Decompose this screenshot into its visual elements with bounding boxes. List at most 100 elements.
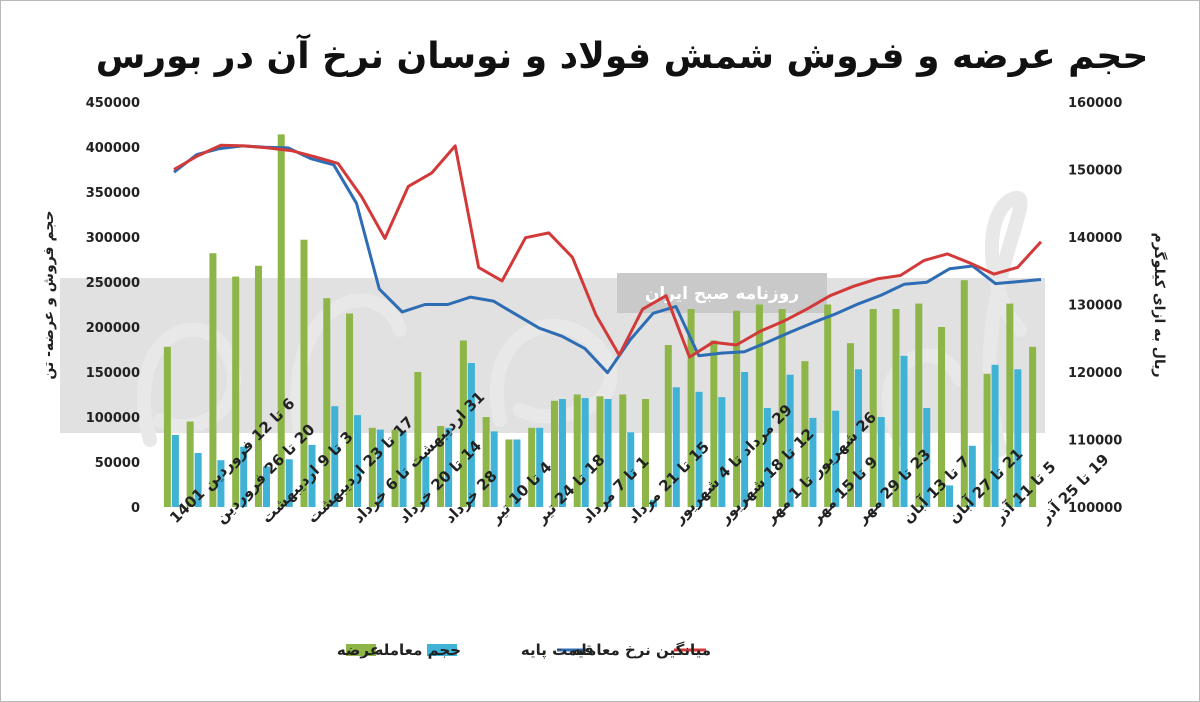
volume-bar — [445, 427, 453, 507]
supply-bar — [459, 340, 467, 507]
supply-bar — [892, 309, 900, 507]
volume-bar — [1014, 369, 1022, 507]
supply-bar — [619, 394, 627, 507]
supply-bar — [550, 400, 558, 507]
supply-bar — [209, 253, 217, 507]
volume-bar — [763, 408, 771, 507]
supply-bar — [801, 361, 809, 507]
right-tick-label: 150000 — [1068, 164, 1122, 179]
right-tick-label: 130000 — [1068, 299, 1122, 314]
supply-bar — [414, 372, 422, 507]
volume-bar — [422, 456, 430, 507]
supply-bar — [960, 280, 968, 507]
supply-bar — [437, 426, 445, 507]
right-tick-label: 110000 — [1068, 434, 1122, 449]
supply-bar — [254, 265, 262, 507]
left-tick-label: 450000 — [86, 96, 140, 111]
supply-bar — [573, 394, 581, 507]
supply-bar — [186, 421, 194, 507]
right-tick-label: 100000 — [1068, 501, 1122, 516]
volume-bar — [672, 387, 680, 507]
supply-bar — [733, 310, 741, 507]
supply-bar — [1029, 346, 1037, 507]
bars-layer — [163, 134, 1037, 507]
left-tick-label: 0 — [131, 501, 140, 516]
supply-bar — [505, 439, 513, 507]
supply-bar — [938, 327, 946, 507]
volume-bar — [171, 435, 179, 507]
volume-bar — [308, 444, 316, 507]
volume-bar — [490, 431, 498, 507]
legend-label-supply: عرضه — [337, 641, 380, 659]
volume-bar — [604, 399, 612, 507]
volume-bar — [923, 408, 931, 507]
left-tick-label: 250000 — [86, 276, 140, 291]
volume-bar — [877, 417, 885, 507]
volume-bar — [741, 372, 749, 507]
volume-bar — [399, 431, 407, 507]
left-axis: 0 50000 100000 150000 200000 250000 300000 3500… — [86, 96, 140, 516]
volume-bar — [627, 432, 635, 507]
volume-bar — [240, 446, 248, 507]
left-tick-label: 350000 — [86, 186, 140, 201]
right-tick-label: 140000 — [1068, 231, 1122, 246]
legend-item-base-price: قیمت پایه — [521, 641, 594, 660]
left-tick-label: 100000 — [86, 411, 140, 426]
right-axis-title: ریال به ازای کیلوگرم — [1151, 232, 1168, 377]
left-tick-label: 400000 — [86, 141, 140, 156]
volume-bar — [809, 417, 817, 507]
volume-bar — [581, 398, 589, 507]
supply-bar — [482, 417, 490, 507]
supply-bar — [915, 303, 923, 507]
left-tick-label: 150000 — [86, 366, 140, 381]
supply-bar — [778, 309, 786, 507]
chart-title: حجم عرضه و فروش شمش فولاد و نوسان نرخ آن… — [96, 33, 1149, 77]
watermark-swash — [137, 191, 1028, 457]
avg-rate-line — [173, 143, 1043, 359]
volume-bar — [900, 355, 908, 507]
supply-bar — [163, 346, 171, 507]
volume-bar — [331, 406, 339, 507]
legend: عرضه حجم معامله قیمت پایه میانگین نرخ مع… — [337, 641, 711, 660]
supply-bar — [323, 298, 331, 507]
legend-label-volume: حجم معامله — [375, 641, 462, 659]
volume-bar — [854, 369, 862, 507]
volume-bar — [467, 363, 475, 507]
supply-bar — [642, 399, 650, 507]
base-price-line — [173, 144, 1042, 375]
left-tick-label: 50000 — [95, 456, 140, 471]
left-tick-label: 200000 — [86, 321, 140, 336]
watermark-label-box — [617, 273, 827, 313]
supply-bar — [391, 429, 399, 507]
watermark-text: روزنامه صبح ایران — [645, 284, 799, 304]
supply-bar — [346, 313, 354, 507]
volume-bar — [650, 499, 658, 507]
supply-bar — [983, 373, 991, 507]
supply-bar — [300, 239, 308, 507]
legend-label-base-price: قیمت پایه — [521, 641, 594, 660]
volume-bar — [376, 429, 384, 507]
legend-item-volume: حجم معامله — [375, 641, 462, 659]
supply-bar — [664, 345, 672, 507]
volume-bar — [832, 410, 840, 507]
right-axis: 100000 110000 120000 130000 140000 150000 1600… — [1068, 96, 1122, 516]
volume-bar — [354, 415, 362, 507]
legend-item-avg-rate: میانگین نرخ معامله — [572, 641, 711, 659]
supply-bar — [687, 309, 695, 507]
right-tick-label: 160000 — [1068, 96, 1122, 111]
supply-bar — [528, 427, 536, 507]
supply-bar — [846, 343, 854, 507]
legend-label-avg-rate: میانگین نرخ معامله — [572, 641, 711, 659]
volume-bar — [217, 460, 225, 507]
volume-bar — [946, 485, 954, 507]
volume-bar — [786, 374, 794, 507]
legend-swatch-supply — [346, 644, 376, 656]
supply-bar — [277, 134, 285, 507]
supply-bar — [596, 396, 604, 507]
left-axis-title: حجم فروش و عرضه- تن — [41, 210, 57, 379]
lines-layer — [173, 143, 1043, 375]
volume-bar — [718, 397, 726, 507]
supply-bar — [368, 427, 376, 507]
volume-bar — [194, 453, 202, 507]
